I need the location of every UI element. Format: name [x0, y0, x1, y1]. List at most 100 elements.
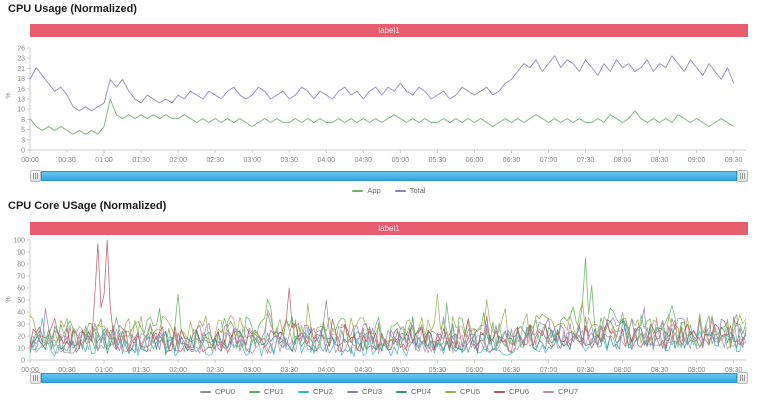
- x-tick-label: 08:30: [651, 367, 669, 374]
- y-tick-label: 70: [17, 274, 25, 281]
- y-tick-label: 5: [21, 127, 25, 134]
- grip-icon: [740, 173, 745, 179]
- legend-label: CPU5: [460, 387, 481, 396]
- legend-label: CPU1: [263, 387, 284, 396]
- x-tick-label: 02:30: [206, 157, 224, 164]
- legend-dash-icon: [394, 189, 406, 192]
- legend-dash-icon: [445, 390, 457, 393]
- legend-dash-icon: [297, 390, 309, 393]
- x-tick-label: 05:30: [429, 367, 447, 374]
- x-tick-label: 00:00: [21, 157, 39, 164]
- legend-label: CPU0: [214, 387, 235, 396]
- legend-dash-icon: [248, 390, 260, 393]
- cpu-usage-series-banner: label1: [30, 24, 748, 37]
- legend-label: CPU4: [411, 387, 432, 396]
- y-tick-label: 0: [21, 358, 25, 365]
- y-tick-label: 100: [13, 238, 25, 245]
- series-line-total: [29, 55, 735, 112]
- legend-dash-icon: [396, 390, 407, 393]
- legend-label: CPU3: [361, 387, 382, 396]
- y-tick-label: 13: [17, 97, 25, 104]
- y-tick-label: 16: [17, 86, 25, 93]
- cpu-usage-banner-label: label1: [378, 25, 400, 35]
- y-tick-label: 10: [17, 346, 25, 353]
- legend-dash-icon: [494, 390, 506, 393]
- series-line-app: [29, 98, 734, 135]
- x-tick-label: 07:30: [577, 157, 595, 164]
- x-tick-label: 06:00: [466, 367, 484, 374]
- cpu-usage-scrollbar-left-handle[interactable]: [30, 170, 41, 182]
- x-tick-label: 07:30: [577, 367, 595, 374]
- x-tick-label: 00:00: [21, 367, 39, 374]
- x-tick-label: 07:00: [540, 367, 558, 374]
- x-tick-label: 00:30: [58, 367, 76, 374]
- legend-item-cpu6[interactable]: CPU6: [494, 387, 529, 396]
- cpu-usage-chart-plot[interactable]: 26 23 21 18 16 13 10 8 5 3 0 00:00 00:30 01:00 01:30 02…: [0, 42, 778, 168]
- legend-label: CPU2: [312, 387, 333, 396]
- x-tick-label: 06:00: [466, 157, 484, 164]
- x-tick-label: 09:30: [725, 367, 743, 374]
- x-tick-label: 05:00: [392, 157, 410, 164]
- cpu-usage-title: CPU Usage (Normalized): [8, 3, 137, 15]
- cpu-core-usage-scrollbar-track[interactable]: [41, 373, 737, 383]
- legend-item-cpu5[interactable]: CPU5: [445, 387, 480, 396]
- x-tick-label: 05:30: [429, 157, 447, 164]
- cpu-usage-time-scrollbar[interactable]: [30, 170, 748, 182]
- legend-item-cpu3[interactable]: CPU3: [346, 387, 382, 396]
- y-tick-label: 8: [21, 117, 25, 124]
- x-tick-label: 02:30: [206, 367, 224, 374]
- y-tick-label: 50: [17, 298, 25, 305]
- legend-item-cpu1[interactable]: CPU1: [248, 387, 284, 396]
- legend-item-cpu0[interactable]: CPU0: [199, 387, 235, 396]
- x-tick-label: 09:00: [688, 367, 706, 374]
- legend-label: CPU7: [558, 387, 579, 396]
- grip-icon: [740, 375, 745, 381]
- x-tick-label: 08:00: [614, 157, 632, 164]
- y-tick-label: 60: [17, 286, 25, 293]
- legend-label: App: [367, 186, 381, 195]
- x-tick-label: 01:00: [95, 367, 113, 374]
- grip-icon: [33, 173, 38, 179]
- x-tick-label: 02:00: [169, 367, 187, 374]
- y-tick-label: 21: [17, 66, 25, 73]
- x-tick-label: 07:00: [540, 157, 558, 164]
- y-tick-label: 30: [17, 322, 25, 329]
- x-tick-label: 04:30: [355, 157, 373, 164]
- x-tick-label: 03:30: [280, 367, 298, 374]
- cpu-core-usage-scrollbar-left-handle[interactable]: [30, 372, 41, 384]
- x-tick-label: 06:30: [503, 367, 521, 374]
- y-tick-label: 10: [17, 107, 25, 114]
- x-tick-label: 03:00: [243, 157, 261, 164]
- x-tick-label: 00:30: [58, 157, 76, 164]
- y-tick-label: 80: [17, 262, 25, 269]
- cpu-core-usage-legend: CPU0 CPU1 CPU2 CPU3 CPU4 CPU5 CPU6 CPU7: [0, 387, 778, 396]
- legend-item-cpu2[interactable]: CPU2: [297, 387, 333, 396]
- x-tick-label: 05:00: [392, 367, 410, 374]
- x-tick-label: 04:00: [318, 157, 336, 164]
- cpu-usage-scrollbar-right-handle[interactable]: [737, 170, 748, 182]
- cpu-usage-legend: App Total: [0, 186, 778, 195]
- series-line-cpu1: [29, 257, 747, 351]
- y-tick-label: 20: [17, 334, 25, 341]
- x-tick-label: 01:30: [132, 157, 150, 164]
- cpu-core-usage-time-scrollbar[interactable]: [30, 372, 748, 384]
- x-tick-label: 01:30: [132, 367, 150, 374]
- legend-item-total[interactable]: Total: [394, 186, 426, 195]
- legend-label: Total: [409, 186, 426, 195]
- legend-dash-icon: [543, 390, 555, 393]
- y-tick-label: 0: [21, 148, 25, 155]
- legend-dash-icon: [352, 189, 364, 192]
- cpu-core-usage-title: CPU Core USage (Normalized): [8, 200, 167, 212]
- legend-item-cpu4[interactable]: CPU4: [396, 387, 431, 396]
- cpu-usage-scrollbar-track[interactable]: [41, 171, 737, 181]
- x-tick-label: 03:30: [280, 157, 298, 164]
- legend-item-cpu7[interactable]: CPU7: [543, 387, 578, 396]
- x-tick-label: 06:30: [503, 157, 521, 164]
- cpu-core-usage-scrollbar-right-handle[interactable]: [737, 372, 748, 384]
- legend-item-app[interactable]: App: [352, 186, 381, 195]
- x-tick-label: 09:00: [688, 157, 706, 164]
- x-tick-label: 02:00: [169, 157, 187, 164]
- series-line-cpu7: [29, 316, 747, 355]
